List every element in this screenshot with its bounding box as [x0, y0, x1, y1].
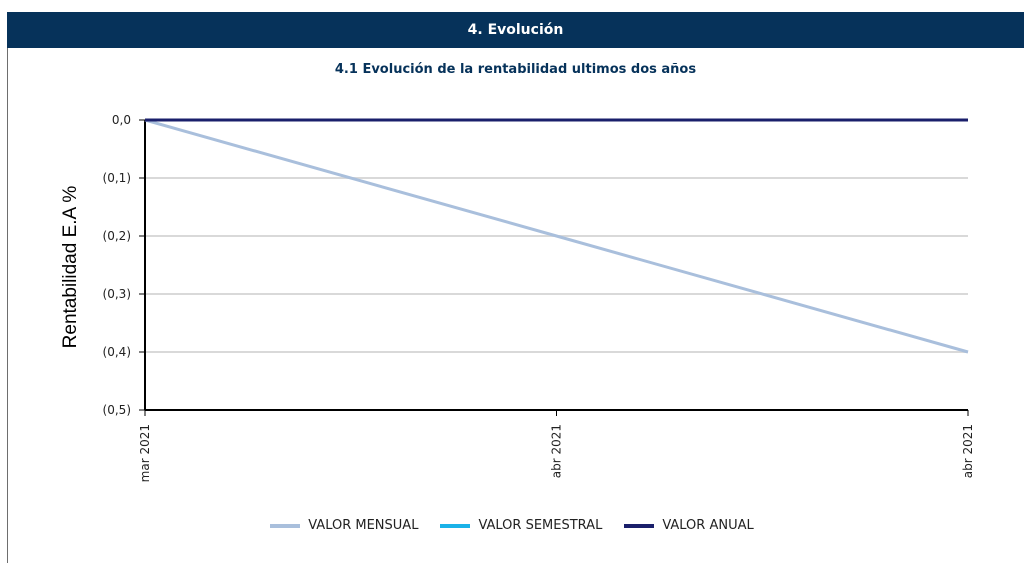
grid-lines — [145, 119, 968, 411]
legend-label-mensual: VALOR MENSUAL — [308, 518, 419, 533]
legend-label-anual: VALOR ANUAL — [662, 518, 754, 533]
y-tick-label: (0,4) — [103, 345, 131, 359]
y-tick-label: (0,2) — [103, 229, 131, 243]
section-header: 4. Evolución — [7, 12, 1024, 48]
chart-legend: VALOR MENSUAL VALOR SEMESTRAL VALOR ANUA… — [0, 518, 1024, 533]
legend-item-mensual: VALOR MENSUAL — [270, 518, 418, 533]
series-lines — [144, 118, 969, 354]
legend-swatch-mensual — [270, 523, 301, 528]
series-line-valor-mensual — [144, 118, 969, 354]
legend-item-anual: VALOR ANUAL — [624, 518, 754, 533]
section-title: 4. Evolución — [467, 22, 564, 38]
x-tick-label: mar 2021 — [138, 424, 152, 482]
panel-left-border — [7, 48, 8, 563]
y-tick-label: (0,5) — [103, 403, 131, 417]
legend-label-semestral: VALOR SEMESTRAL — [478, 518, 603, 533]
chart-title: 4.1 Evolución de la rentabilidad ultimos… — [334, 62, 697, 77]
y-tick-label: (0,3) — [103, 287, 131, 301]
y-axis-title: Rentabilidad E.A % — [60, 186, 81, 349]
x-tick-label: abr 2021 — [550, 424, 564, 478]
legend-item-semestral: VALOR SEMESTRAL — [440, 518, 602, 533]
axes — [139, 119, 969, 416]
x-tick-label: abr 2021 — [961, 424, 975, 478]
y-tick-label: 0,0 — [112, 113, 131, 127]
axis-labels: 0,0 (0,1) (0,2) (0,3) (0,4) (0,5) mar 2021 abr … — [60, 113, 975, 482]
legend-swatch-semestral — [440, 523, 471, 528]
y-tick-label: (0,1) — [103, 171, 131, 185]
legend-swatch-anual — [624, 523, 655, 528]
